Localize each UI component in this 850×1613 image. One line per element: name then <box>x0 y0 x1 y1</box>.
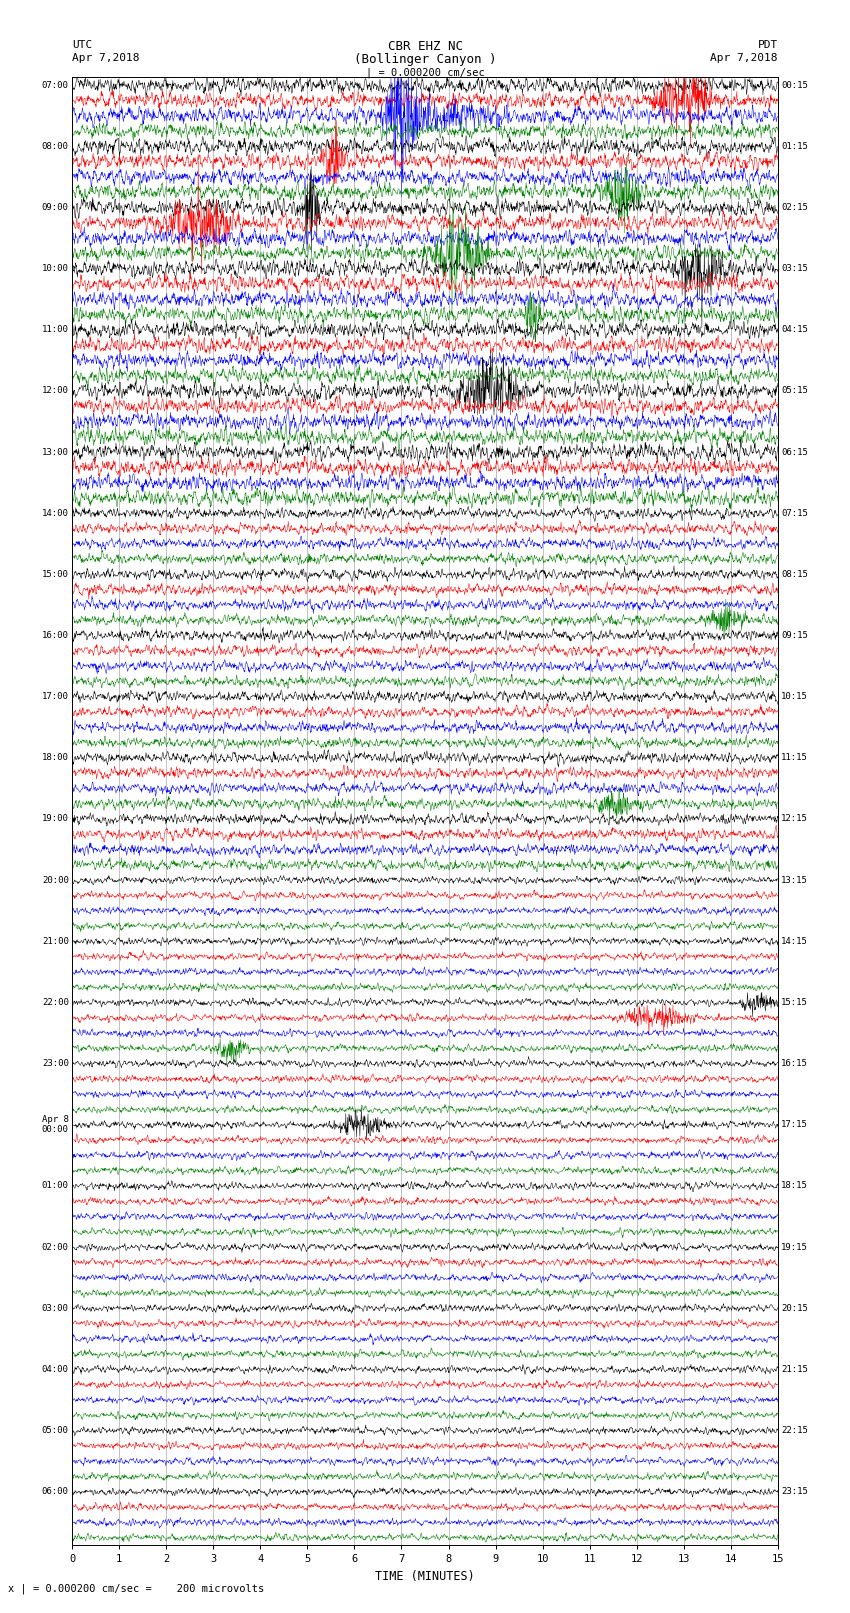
Text: 06:15: 06:15 <box>781 447 808 456</box>
Text: 21:15: 21:15 <box>781 1365 808 1374</box>
Text: PDT: PDT <box>757 40 778 50</box>
Text: 04:15: 04:15 <box>781 326 808 334</box>
Text: 02:00: 02:00 <box>42 1242 69 1252</box>
Text: 22:15: 22:15 <box>781 1426 808 1436</box>
Text: 17:00: 17:00 <box>42 692 69 702</box>
Text: 07:15: 07:15 <box>781 508 808 518</box>
Text: Apr 8
00:00: Apr 8 00:00 <box>42 1115 69 1134</box>
Text: 16:15: 16:15 <box>781 1060 808 1068</box>
Text: 03:00: 03:00 <box>42 1303 69 1313</box>
Text: Apr 7,2018: Apr 7,2018 <box>711 53 778 63</box>
Text: 20:00: 20:00 <box>42 876 69 884</box>
Text: 08:00: 08:00 <box>42 142 69 150</box>
Text: 13:15: 13:15 <box>781 876 808 884</box>
Text: 11:00: 11:00 <box>42 326 69 334</box>
Text: 01:00: 01:00 <box>42 1181 69 1190</box>
Text: 00:15: 00:15 <box>781 81 808 90</box>
Text: 19:00: 19:00 <box>42 815 69 824</box>
Text: 23:15: 23:15 <box>781 1487 808 1497</box>
Text: x | = 0.000200 cm/sec =    200 microvolts: x | = 0.000200 cm/sec = 200 microvolts <box>8 1582 264 1594</box>
Text: Apr 7,2018: Apr 7,2018 <box>72 53 139 63</box>
Text: 18:00: 18:00 <box>42 753 69 763</box>
Text: 14:00: 14:00 <box>42 508 69 518</box>
Text: 09:00: 09:00 <box>42 203 69 211</box>
Text: 17:15: 17:15 <box>781 1121 808 1129</box>
Text: 05:00: 05:00 <box>42 1426 69 1436</box>
Text: 12:00: 12:00 <box>42 387 69 395</box>
Text: 23:00: 23:00 <box>42 1060 69 1068</box>
Text: 10:00: 10:00 <box>42 265 69 273</box>
Text: 12:15: 12:15 <box>781 815 808 824</box>
Text: 04:00: 04:00 <box>42 1365 69 1374</box>
Text: 21:00: 21:00 <box>42 937 69 945</box>
Text: 13:00: 13:00 <box>42 447 69 456</box>
Text: 01:15: 01:15 <box>781 142 808 150</box>
Text: 16:00: 16:00 <box>42 631 69 640</box>
Text: 02:15: 02:15 <box>781 203 808 211</box>
Text: CBR EHZ NC: CBR EHZ NC <box>388 40 462 53</box>
Text: | = 0.000200 cm/sec: | = 0.000200 cm/sec <box>366 68 484 79</box>
Text: 10:15: 10:15 <box>781 692 808 702</box>
Text: 15:00: 15:00 <box>42 569 69 579</box>
Text: 06:00: 06:00 <box>42 1487 69 1497</box>
Text: 20:15: 20:15 <box>781 1303 808 1313</box>
Text: 05:15: 05:15 <box>781 387 808 395</box>
Text: 19:15: 19:15 <box>781 1242 808 1252</box>
X-axis label: TIME (MINUTES): TIME (MINUTES) <box>375 1569 475 1582</box>
Text: 07:00: 07:00 <box>42 81 69 90</box>
Text: UTC: UTC <box>72 40 93 50</box>
Text: 03:15: 03:15 <box>781 265 808 273</box>
Text: (Bollinger Canyon ): (Bollinger Canyon ) <box>354 53 496 66</box>
Text: 14:15: 14:15 <box>781 937 808 945</box>
Text: 18:15: 18:15 <box>781 1181 808 1190</box>
Text: 08:15: 08:15 <box>781 569 808 579</box>
Text: 09:15: 09:15 <box>781 631 808 640</box>
Text: 11:15: 11:15 <box>781 753 808 763</box>
Text: 15:15: 15:15 <box>781 998 808 1007</box>
Text: 22:00: 22:00 <box>42 998 69 1007</box>
